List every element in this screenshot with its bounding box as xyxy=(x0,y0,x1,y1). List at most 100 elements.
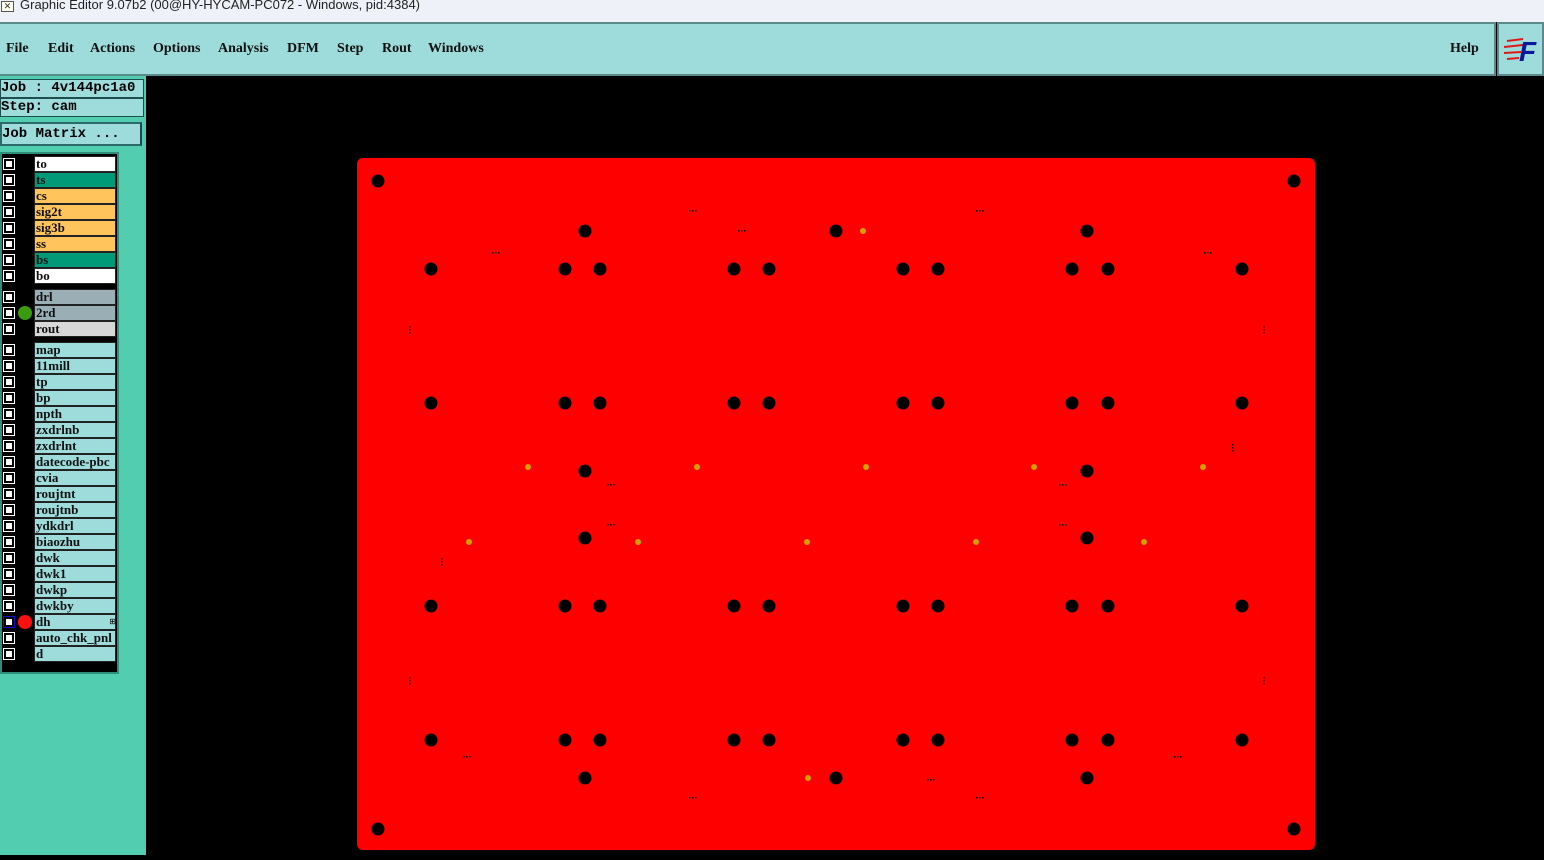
layer-row-roujtnt[interactable]: roujtnt xyxy=(2,486,118,502)
layer-row-cvia[interactable]: cvia xyxy=(2,470,118,486)
layer-row-dh[interactable]: dh ⊞ xyxy=(2,614,118,630)
layer-checkbox[interactable] xyxy=(3,238,15,250)
layer-row-to[interactable]: to xyxy=(2,156,118,172)
layer-row-ts[interactable]: ts xyxy=(2,172,118,188)
layer-name[interactable]: npth xyxy=(34,406,116,422)
layer-row-dwkp[interactable]: dwkp xyxy=(2,582,118,598)
layer-row-map[interactable]: map xyxy=(2,342,118,358)
layer-name[interactable]: roujtnt xyxy=(34,486,116,502)
menu-options[interactable]: Options xyxy=(153,41,201,56)
layer-name[interactable]: dwk1 xyxy=(34,566,116,582)
layer-name[interactable]: sig2t xyxy=(34,204,116,220)
layer-row-zxdrlnb[interactable]: zxdrlnb xyxy=(2,422,118,438)
graphic-canvas[interactable] xyxy=(146,76,1544,855)
layer-name[interactable]: drl xyxy=(34,289,116,305)
layer-checkbox[interactable] xyxy=(3,158,15,170)
layer-checkbox[interactable] xyxy=(3,206,15,218)
layer-name[interactable]: zxdrlnb xyxy=(34,422,116,438)
layer-checkbox[interactable] xyxy=(3,584,15,596)
layer-row-11mill[interactable]: 11mill xyxy=(2,358,118,374)
layer-checkbox[interactable] xyxy=(3,190,15,202)
layer-checkbox[interactable] xyxy=(3,616,15,628)
layer-checkbox[interactable] xyxy=(3,456,15,468)
layer-checkbox[interactable] xyxy=(3,648,15,660)
layer-name[interactable]: to xyxy=(34,156,116,172)
layer-row-sig3b[interactable]: sig3b xyxy=(2,220,118,236)
layer-name[interactable]: sig3b xyxy=(34,220,116,236)
layer-name[interactable]: biaozhu xyxy=(34,534,116,550)
layer-row-npth[interactable]: npth xyxy=(2,406,118,422)
layer-row-datecode-pbc[interactable]: datecode-pbc xyxy=(2,454,118,470)
layer-name[interactable]: datecode-pbc xyxy=(34,454,116,470)
layer-name[interactable]: 11mill xyxy=(34,358,116,374)
layer-row-tp[interactable]: tp xyxy=(2,374,118,390)
layer-row-ydkdrl[interactable]: ydkdrl xyxy=(2,518,118,534)
layer-checkbox[interactable] xyxy=(3,344,15,356)
layer-name[interactable]: zxdrlnt xyxy=(34,438,116,454)
layer-checkbox[interactable] xyxy=(3,552,15,564)
menu-rout[interactable]: Rout xyxy=(382,41,412,56)
layer-name[interactable]: bo xyxy=(34,268,116,284)
layer-checkbox[interactable] xyxy=(3,174,15,186)
layer-checkbox[interactable] xyxy=(3,424,15,436)
layer-row-bp[interactable]: bp xyxy=(2,390,118,406)
layer-row-auto_chk_pnl[interactable]: auto_chk_pnl xyxy=(2,630,118,646)
layer-name[interactable]: map xyxy=(34,342,116,358)
menu-help[interactable]: Help xyxy=(1450,41,1479,56)
layer-row-cs[interactable]: cs xyxy=(2,188,118,204)
layer-name[interactable]: bp xyxy=(34,390,116,406)
menu-windows[interactable]: Windows xyxy=(428,41,484,56)
layer-name[interactable]: rout xyxy=(34,321,116,337)
layer-checkbox[interactable] xyxy=(3,291,15,303)
layer-checkbox[interactable] xyxy=(3,488,15,500)
menu-file[interactable]: File xyxy=(6,41,29,56)
layer-name[interactable]: roujtnb xyxy=(34,502,116,518)
layer-row-dwk[interactable]: dwk xyxy=(2,550,118,566)
layer-checkbox[interactable] xyxy=(3,600,15,612)
menu-step[interactable]: Step xyxy=(337,41,364,56)
layer-name[interactable]: 2rd xyxy=(34,305,116,321)
layer-checkbox[interactable] xyxy=(3,360,15,372)
layer-checkbox[interactable] xyxy=(3,392,15,404)
layer-checkbox[interactable] xyxy=(3,376,15,388)
layer-row-rout[interactable]: rout xyxy=(2,321,118,337)
layer-name[interactable]: auto_chk_pnl xyxy=(34,630,116,646)
layer-checkbox[interactable] xyxy=(3,520,15,532)
layer-checkbox[interactable] xyxy=(3,254,15,266)
layer-row-ss[interactable]: ss xyxy=(2,236,118,252)
layer-name[interactable]: dwk xyxy=(34,550,116,566)
layer-checkbox[interactable] xyxy=(3,440,15,452)
layer-name[interactable]: d xyxy=(34,646,116,662)
layer-checkbox[interactable] xyxy=(3,472,15,484)
layer-checkbox[interactable] xyxy=(3,568,15,580)
layer-row-d[interactable]: d xyxy=(2,646,118,662)
layer-row-dwkby[interactable]: dwkby xyxy=(2,598,118,614)
layer-checkbox[interactable] xyxy=(3,323,15,335)
layer-name[interactable]: bs xyxy=(34,252,116,268)
layer-row-biaozhu[interactable]: biaozhu xyxy=(2,534,118,550)
layer-checkbox[interactable] xyxy=(3,270,15,282)
layer-row-bo[interactable]: bo xyxy=(2,268,118,284)
layer-checkbox[interactable] xyxy=(3,307,15,319)
layer-checkbox[interactable] xyxy=(3,536,15,548)
layer-checkbox[interactable] xyxy=(3,408,15,420)
layer-row-bs[interactable]: bs xyxy=(2,252,118,268)
layer-row-dwk1[interactable]: dwk1 xyxy=(2,566,118,582)
layer-name[interactable]: cs xyxy=(34,188,116,204)
layer-name[interactable]: dh xyxy=(34,614,116,630)
menu-edit[interactable]: Edit xyxy=(48,41,74,56)
layer-name[interactable]: dwkp xyxy=(34,582,116,598)
layer-name[interactable]: ts xyxy=(34,172,116,188)
layer-row-roujtnb[interactable]: roujtnb xyxy=(2,502,118,518)
menu-dfm[interactable]: DFM xyxy=(287,41,319,56)
layer-name[interactable]: cvia xyxy=(34,470,116,486)
expand-icon[interactable]: ⊞ xyxy=(109,617,116,626)
job-matrix-button[interactable]: Job Matrix ... xyxy=(0,122,142,146)
layer-name[interactable]: dwkby xyxy=(34,598,116,614)
layer-row-zxdrlnt[interactable]: zxdrlnt xyxy=(2,438,118,454)
layer-name[interactable]: tp xyxy=(34,374,116,390)
layer-checkbox[interactable] xyxy=(3,504,15,516)
menu-analysis[interactable]: Analysis xyxy=(218,41,269,56)
layer-row-2rd[interactable]: 2rd xyxy=(2,305,118,321)
menu-actions[interactable]: Actions xyxy=(90,41,136,56)
